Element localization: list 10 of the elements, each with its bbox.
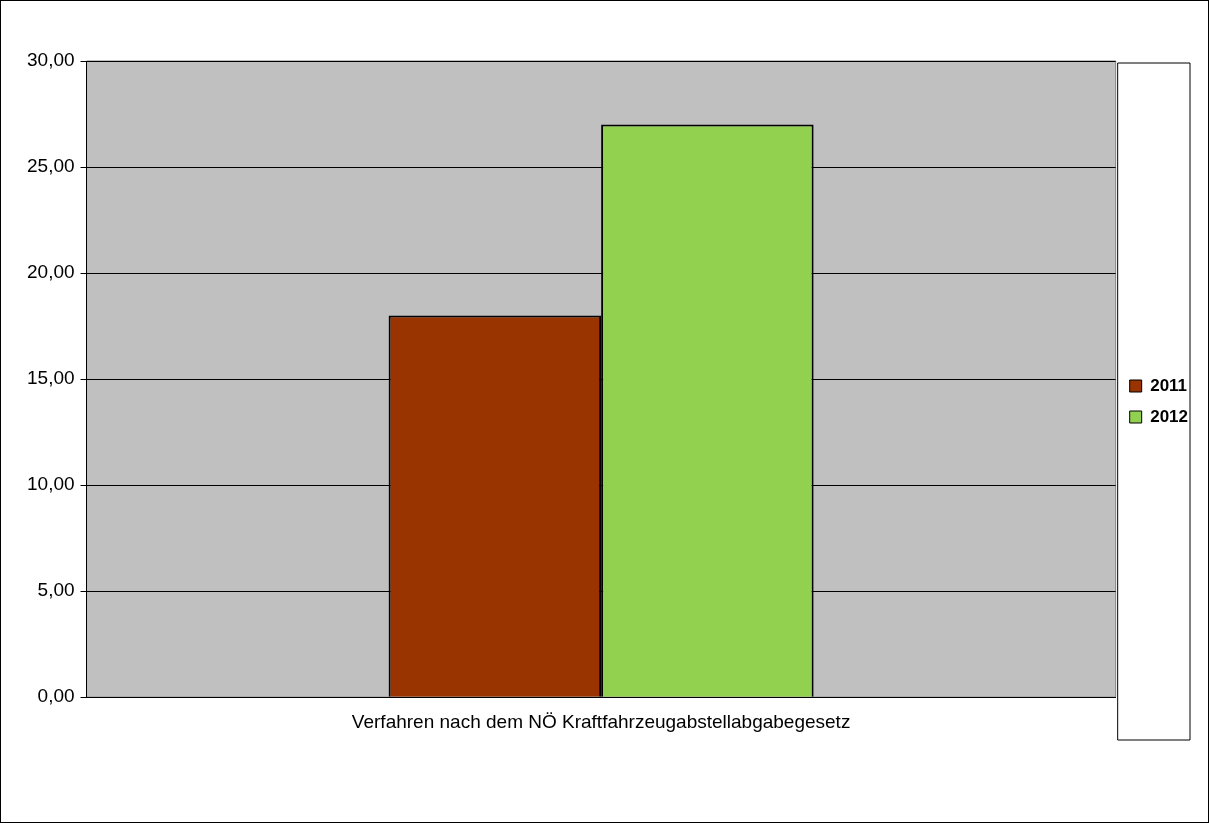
y-tick-label: 30,00 <box>27 49 75 71</box>
legend-label: 2012 <box>1150 406 1189 426</box>
y-tick-label: 0,00 <box>37 685 75 707</box>
y-tick-label: 20,00 <box>27 261 75 283</box>
y-tick-label: 25,00 <box>27 155 75 177</box>
y-tick-label: 5,00 <box>37 579 75 601</box>
legend-label: 2011 <box>1150 375 1188 395</box>
y-tick-label: 10,00 <box>27 473 75 495</box>
y-tick-label: 15,00 <box>27 367 75 389</box>
x-tick-label: Verfahren nach dem NÖ Kraftfahrzeugabstellabgabegesetz <box>351 710 851 732</box>
